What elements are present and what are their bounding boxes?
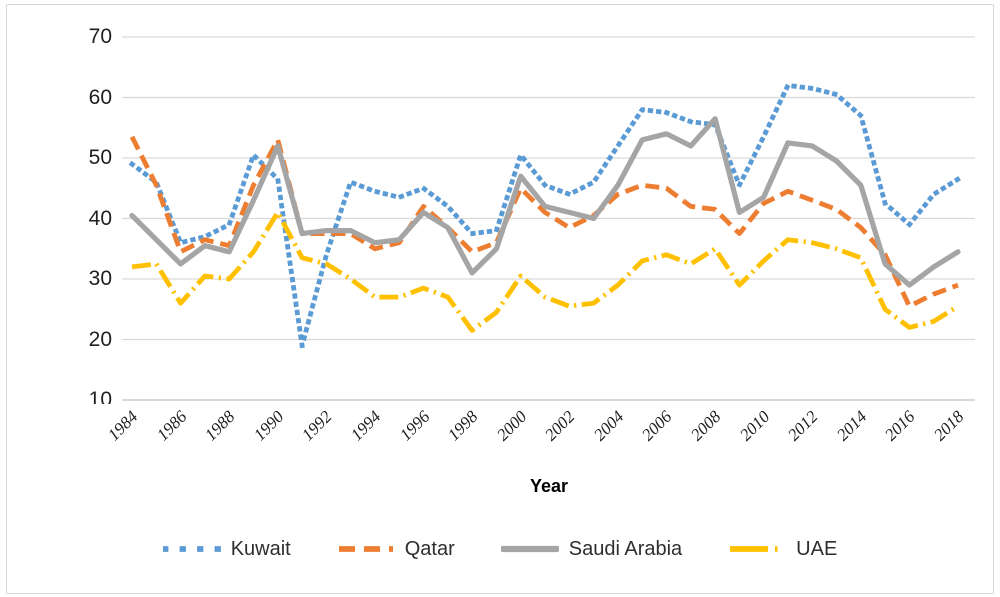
series-line-kuwait bbox=[128, 83, 962, 349]
series-line-qatar bbox=[129, 135, 959, 309]
legend-label: Saudi Arabia bbox=[568, 537, 683, 560]
legend-item-qatar: Qatar bbox=[337, 538, 455, 561]
legend-item-uae: UAE bbox=[728, 538, 837, 561]
legend-item-kuwait: Kuwait bbox=[162, 537, 291, 561]
legend-item-saudi-arabia: Saudi Arabia bbox=[500, 537, 683, 561]
y-axis-labels: 70 60 50 40 30 20 10 bbox=[0, 0, 118, 405]
series-line-uae bbox=[131, 209, 960, 333]
y-tick-label-70: 70 bbox=[88, 25, 112, 48]
series-line-saudi-arabia bbox=[129, 116, 961, 288]
y-tick-label-60: 60 bbox=[88, 85, 112, 109]
legend-swatch-dotted-icon bbox=[162, 546, 221, 552]
legend-label: UAE bbox=[796, 537, 838, 560]
x-axis-title: Year bbox=[529, 476, 569, 496]
y-tick-label-40: 40 bbox=[88, 206, 112, 230]
legend-swatch-dash-dot-icon bbox=[730, 546, 785, 552]
legend-swatch-solid-icon bbox=[500, 545, 559, 553]
legend: Kuwait Qatar Saudi Arabia UAE bbox=[0, 531, 1000, 567]
y-tick-label-10: 10 bbox=[88, 388, 112, 405]
y-tick-label-20: 20 bbox=[88, 327, 112, 351]
y-tick-label-50: 50 bbox=[88, 146, 112, 169]
legend-swatch-dashed-icon bbox=[338, 546, 393, 552]
legend-label: Qatar bbox=[404, 537, 455, 560]
y-tick-label-30: 30 bbox=[88, 267, 112, 290]
chart-frame bbox=[6, 4, 994, 594]
legend-label: Kuwait bbox=[230, 537, 291, 560]
